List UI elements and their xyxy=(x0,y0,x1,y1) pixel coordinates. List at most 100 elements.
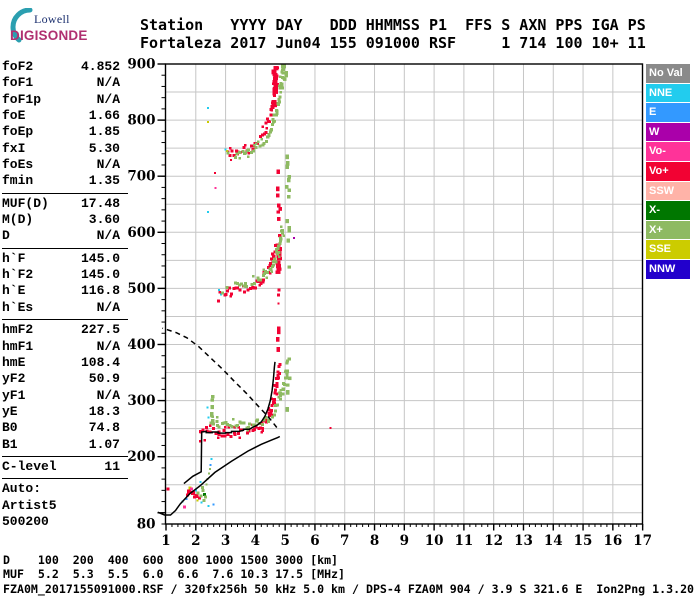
param-value: 4.852 xyxy=(80,59,120,74)
legend-item-w: W xyxy=(646,122,690,142)
param-value: 145.0 xyxy=(80,250,120,266)
panel-text: Artist5 xyxy=(2,497,57,513)
param-row-fof2: foF2 4.852 xyxy=(2,59,120,75)
param-value: 50.9 xyxy=(88,371,120,387)
header-station-values: Fortaleza 2017 Jun04 155 091000 RSF 1 71… xyxy=(140,34,646,52)
param-label: B1 xyxy=(2,436,18,452)
param-value: N/A xyxy=(96,338,120,354)
muf-values-row: MUF 5.2 5.3 5.5 6.0 6.6 7.6 10.3 17.5 [M… xyxy=(3,567,346,581)
param-label: yE xyxy=(2,403,18,419)
param-value: N/A xyxy=(96,228,120,244)
legend-item-nnw: NNW xyxy=(646,259,690,279)
param-value: 1.85 xyxy=(88,124,120,140)
param-value: N/A xyxy=(96,299,120,315)
x-axis-label-17: 17 xyxy=(633,533,652,549)
param-value: 11 xyxy=(104,458,120,474)
x-axis-label-10: 10 xyxy=(425,533,444,549)
param-label: M(D) xyxy=(2,212,34,228)
trace-f2-o xyxy=(223,244,277,298)
trace-f3-x-asym xyxy=(282,64,288,81)
param-value: 74.8 xyxy=(88,420,120,436)
legend-item-e: E xyxy=(646,103,690,122)
panel-text: Auto: xyxy=(2,481,42,497)
lowell-digisonde-logo: Lowell DIGISONDE xyxy=(6,8,116,50)
x-axis-label-15: 15 xyxy=(574,533,593,549)
panel-separator xyxy=(2,455,128,457)
param-label: D xyxy=(2,228,10,244)
param-value: 1.35 xyxy=(88,173,120,189)
true-height-profile-line xyxy=(157,435,281,516)
param-value: N/A xyxy=(96,157,120,173)
trace-f1-x-spread xyxy=(285,369,292,412)
param-row-b0: B0 74.8 xyxy=(2,420,120,436)
param-label: foF1 xyxy=(2,75,34,91)
panel-text: 500200 xyxy=(2,513,49,529)
fitted-trace-line xyxy=(183,361,276,485)
param-label: foF1p xyxy=(2,91,42,107)
x-axis-label-2: 2 xyxy=(191,533,200,549)
legend-item-sse: SSE xyxy=(646,240,690,259)
param-value: 116.8 xyxy=(80,283,120,299)
x-axis-label-8: 8 xyxy=(370,533,379,549)
y-axis-label-800: 800 xyxy=(127,113,155,129)
logo-digisonde-text: DIGISONDE xyxy=(10,28,88,43)
logo-swoosh-icon xyxy=(10,8,33,43)
legend-item-ssw: SSW xyxy=(646,181,690,201)
x-axis-label-11: 11 xyxy=(455,533,474,549)
trace-f2-x-asym xyxy=(285,154,291,233)
param-value: 108.4 xyxy=(80,354,120,370)
param-label: foF2 xyxy=(2,59,34,74)
param-label: hmF1 xyxy=(2,338,34,354)
trace-f2-x-left xyxy=(218,289,224,296)
param-value: 5.30 xyxy=(88,140,120,156)
param-value: N/A xyxy=(96,75,120,91)
param-row-foes: foEs N/A xyxy=(2,157,120,173)
param-row-fof1: foF1 N/A xyxy=(2,75,120,91)
param-value: 18.3 xyxy=(88,403,120,419)
panel-separator xyxy=(2,192,128,194)
param-label: h`F xyxy=(2,250,26,266)
trace-f2-o-dots xyxy=(277,288,281,305)
trace-stray-dots xyxy=(207,107,332,429)
param-label: MUF(D) xyxy=(2,195,49,211)
trace-f1-x-flat xyxy=(209,359,289,432)
param-value: 3.60 xyxy=(88,212,120,228)
param-label: foEs xyxy=(2,157,34,173)
trace-f1-x-spread2 xyxy=(287,357,291,361)
param-row-yf1: yF1 N/A xyxy=(2,388,120,404)
param-row-hf2: h`F2 145.0 xyxy=(2,267,120,283)
panel-separator xyxy=(2,319,128,321)
y-axis-label-500: 500 xyxy=(127,281,155,297)
topside-profile-dashed-line xyxy=(162,327,278,428)
legend-item-noval: No Val xyxy=(646,64,690,83)
trace-f3-x xyxy=(234,64,285,160)
trace-f1-x-tail xyxy=(210,395,215,424)
echo-classification-legend: No Val NNE E W Vo- Vo+ SSW X- X+ SSE NNW xyxy=(646,64,690,280)
param-label: foE xyxy=(2,108,26,124)
trace-f1-o-left-blob xyxy=(199,428,206,443)
param-row-d: D N/A xyxy=(2,228,120,244)
legend-item-vo-: Vo- xyxy=(646,142,690,161)
x-axis-label-13: 13 xyxy=(514,533,533,549)
param-label: C-level xyxy=(2,458,57,474)
param-row-b1: B1 1.07 xyxy=(2,437,120,453)
param-label: yF2 xyxy=(2,371,26,387)
param-row-mufd: MUF(D) 17.48 xyxy=(2,196,120,212)
y-axis-label-600: 600 xyxy=(127,225,155,241)
x-axis-label-12: 12 xyxy=(484,533,503,549)
status-line: FZA0M_2017155091000.RSF / 320fx256h 50 k… xyxy=(3,582,695,596)
x-axis-label-1: 1 xyxy=(161,533,170,549)
param-label: foEp xyxy=(2,124,34,140)
param-label: fmin xyxy=(2,173,34,189)
param-label: B0 xyxy=(2,420,18,436)
param-label: h`E xyxy=(2,283,26,299)
trace-f3-o xyxy=(229,66,279,157)
param-row-hes: h`Es N/A xyxy=(2,300,120,316)
param-label: hmE xyxy=(2,354,26,370)
x-axis-label-9: 9 xyxy=(400,533,409,549)
param-value: 17.48 xyxy=(80,195,120,211)
panel-separator xyxy=(2,478,128,480)
param-value: N/A xyxy=(96,91,120,107)
trace-f2-o-spread xyxy=(276,169,282,238)
x-axis-label-5: 5 xyxy=(280,533,289,549)
